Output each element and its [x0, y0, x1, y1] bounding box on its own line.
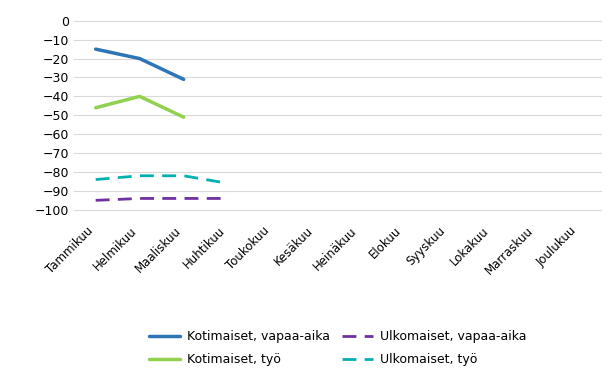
- Legend: Kotimaiset, vapaa-aika, Kotimaiset, työ, Ulkomaiset, vapaa-aika, Ulkomaiset, työ: Kotimaiset, vapaa-aika, Kotimaiset, työ,…: [144, 325, 531, 371]
